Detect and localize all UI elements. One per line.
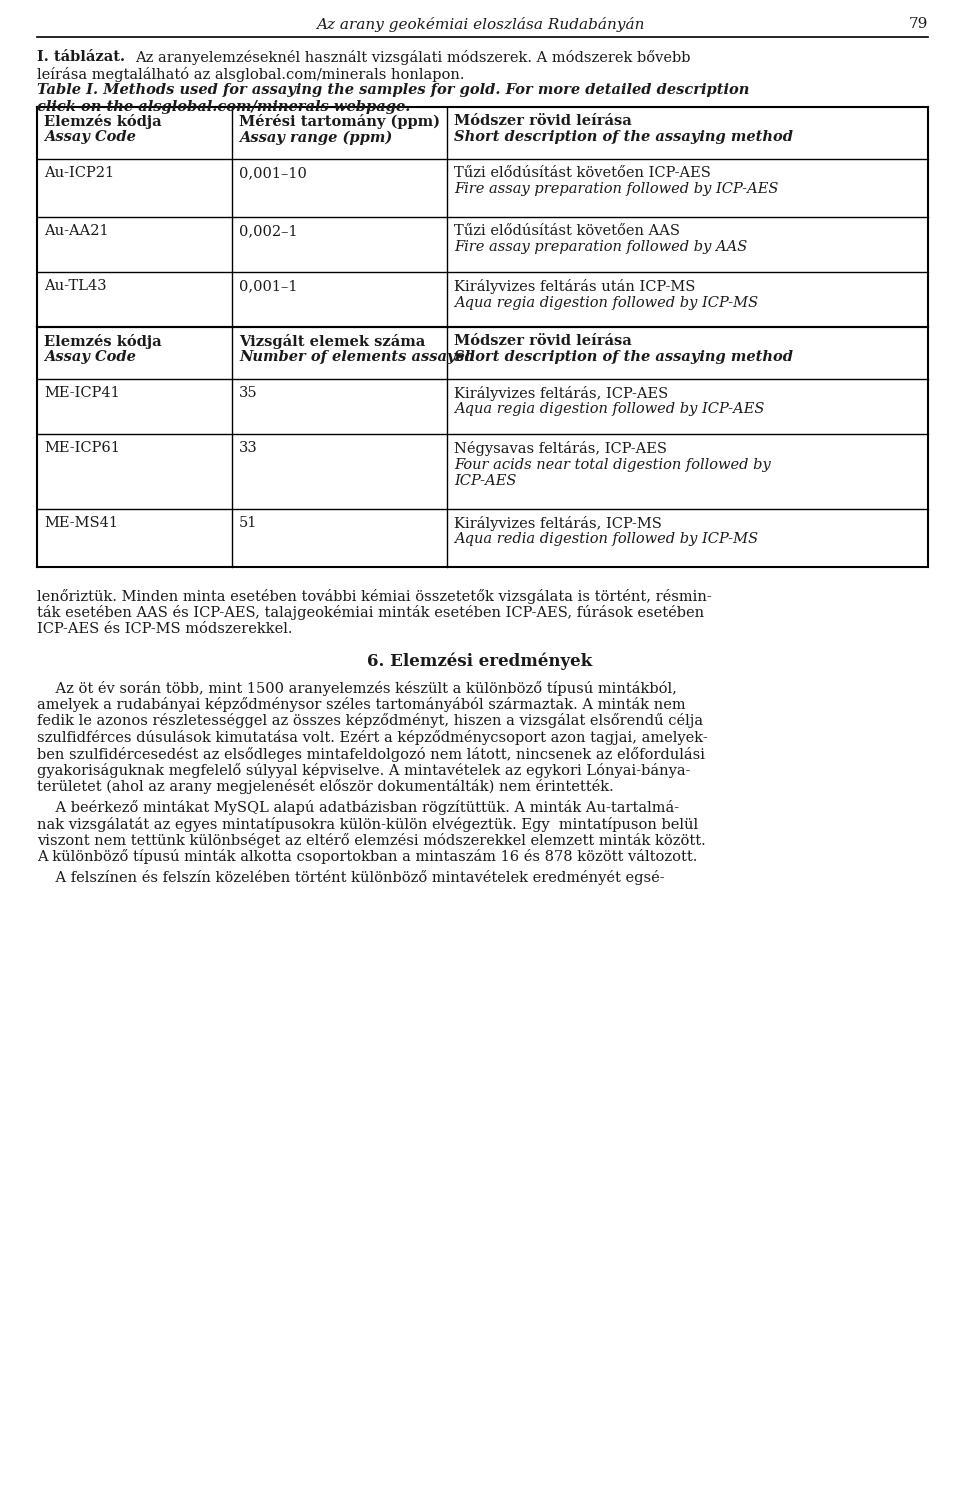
Text: 79: 79 — [908, 16, 928, 31]
Text: A felszínen és felszín közelében történt különböző mintavételek eredményét egsé-: A felszínen és felszín közelében történt… — [37, 870, 664, 885]
Text: Királyvizes feltárás után ICP-MS: Királyvizes feltárás után ICP-MS — [454, 279, 695, 294]
Text: lenőriztük. Minden minta esetében további kémiai összetetők vizsgálata is történ: lenőriztük. Minden minta esetében tovább… — [37, 590, 711, 604]
Text: Aqua regia digestion followed by ICP-MS: Aqua regia digestion followed by ICP-MS — [454, 296, 758, 309]
Text: szulfidférces dúsulások kimutatása volt. Ezért a képződménycsoport azon tagjai,: szulfidférces dúsulások kimutatása volt… — [37, 731, 708, 745]
Text: Assay range (ppm): Assay range (ppm) — [239, 131, 393, 146]
Text: Au-AA21: Au-AA21 — [44, 224, 108, 238]
Text: Vizsgált elemek száma: Vizsgált elemek száma — [239, 334, 425, 349]
Text: 33: 33 — [239, 441, 257, 454]
Text: nak vizsgálatát az egyes mintatípusokra külön-külön elvégeztük. Egy  mintatípuso: nak vizsgálatát az egyes mintatípusokra … — [37, 817, 698, 832]
Text: 0,002–1: 0,002–1 — [239, 224, 298, 238]
Text: Aqua regia digestion followed by ICP-AES: Aqua regia digestion followed by ICP-AES — [454, 402, 764, 416]
Text: Elemzés kódja: Elemzés kódja — [44, 334, 161, 349]
Text: 0,001–1: 0,001–1 — [239, 279, 298, 293]
Text: Mérési tartomány (ppm): Mérési tartomány (ppm) — [239, 114, 440, 129]
Text: Fire assay preparation followed by AAS: Fire assay preparation followed by AAS — [454, 241, 747, 254]
Text: leírása megtalálható az alsglobal.com/minerals honlapon.: leírása megtalálható az alsglobal.com/mi… — [37, 67, 465, 82]
Text: Négysavas feltárás, ICP-AES: Négysavas feltárás, ICP-AES — [454, 441, 667, 456]
Text: Tűzi elődúsítást követően ICP-AES: Tűzi elődúsítást követően ICP-AES — [454, 166, 710, 180]
Text: Módszer rövid leírása: Módszer rövid leírása — [454, 334, 632, 347]
Text: ME-MS41: ME-MS41 — [44, 515, 118, 530]
Text: A beérkező mintákat MySQL alapú adatbázisban rögzítüttük. A minták Au-tartalmá-: A beérkező mintákat MySQL alapú adatbázi… — [37, 800, 679, 815]
Text: ben szulfidércesedést az elsődleges mintafeldolgozó nem látott, nincsenek az elő: ben szulfidércesedést az elsődleges mint… — [37, 747, 705, 762]
Text: ME-ICP41: ME-ICP41 — [44, 386, 120, 399]
Text: Table I. Methods used for assaying the samples for gold. For more detailed descr: Table I. Methods used for assaying the s… — [37, 83, 750, 97]
Text: Királyvizes feltárás, ICP-AES: Királyvizes feltárás, ICP-AES — [454, 386, 668, 401]
Text: Elemzés kódja: Elemzés kódja — [44, 114, 161, 129]
Text: Az aranyelemzéseknél használt vizsgálati módszerek. A módszerek bővebb: Az aranyelemzéseknél használt vizsgálati… — [135, 50, 690, 65]
Text: Short description of the assaying method: Short description of the assaying method — [454, 350, 793, 364]
Text: viszont nem tettünk különbséget az eltérő elemzési módszerekkel elemzett minták : viszont nem tettünk különbséget az eltér… — [37, 833, 706, 848]
Text: 51: 51 — [239, 515, 257, 530]
Text: ICP-AES és ICP-MS módszerekkel.: ICP-AES és ICP-MS módszerekkel. — [37, 622, 293, 636]
Text: fedik le azonos részletességgel az összes képződményt, hiszen a vizsgálat elsőre: fedik le azonos részletességgel az össze… — [37, 713, 703, 729]
Text: Assay Code: Assay Code — [44, 131, 136, 144]
Text: Au-ICP21: Au-ICP21 — [44, 166, 114, 180]
Text: click on the alsglobal.com/minerals webpage.: click on the alsglobal.com/minerals webp… — [37, 99, 410, 113]
Text: Assay Code: Assay Code — [44, 350, 136, 364]
Text: ICP-AES: ICP-AES — [454, 474, 516, 489]
Text: ME-ICP61: ME-ICP61 — [44, 441, 120, 454]
Text: Number of elements assayed: Number of elements assayed — [239, 350, 475, 364]
Text: Az öt év során több, mint 1500 aranyelemzés készült a különböző típusú mintákból: Az öt év során több, mint 1500 aranyelem… — [37, 680, 677, 695]
Text: Au-TL43: Au-TL43 — [44, 279, 107, 293]
Text: Short description of the assaying method: Short description of the assaying method — [454, 131, 793, 144]
Text: Tűzi elődúsítást követően AAS: Tűzi elődúsítást követően AAS — [454, 224, 680, 238]
Text: 35: 35 — [239, 386, 257, 399]
Text: területet (ahol az arany megjelenését először dokumentálták) nem érintették.: területet (ahol az arany megjelenését el… — [37, 780, 613, 794]
Text: Módszer rövid leírása: Módszer rövid leírása — [454, 114, 632, 128]
Text: 6. Elemzési eredmények: 6. Elemzési eredmények — [368, 652, 592, 670]
Text: A különböző típusú minták alkotta csoportokban a mintaszám 16 és 878 között vált: A különböző típusú minták alkotta csopor… — [37, 849, 697, 864]
Text: 0,001–10: 0,001–10 — [239, 166, 307, 180]
Text: Aqua redia digestion followed by ICP-MS: Aqua redia digestion followed by ICP-MS — [454, 533, 758, 546]
Text: gyakoriságuknak megfelelő súlyyal képviselve. A mintavételek az egykori Lónyai-b: gyakoriságuknak megfelelő súlyyal képvis… — [37, 763, 690, 778]
Text: amelyek a rudabányai képződménysor széles tartományából származtak. A minták nem: amelyek a rudabányai képződménysor széle… — [37, 696, 685, 711]
Text: ták esetében AAS és ICP-AES, talajgeokémiai minták esetében ICP-AES, fúrások ese: ták esetében AAS és ICP-AES, talajgeokém… — [37, 606, 704, 621]
Text: Fire assay preparation followed by ICP-AES: Fire assay preparation followed by ICP-A… — [454, 183, 779, 196]
Text: Az arany geokémiai eloszlása Rudabányán: Az arany geokémiai eloszlása Rudabányán — [316, 16, 644, 33]
Text: I. táblázat.: I. táblázat. — [37, 50, 125, 64]
Text: Királyvizes feltárás, ICP-MS: Királyvizes feltárás, ICP-MS — [454, 515, 661, 532]
Text: Four acids near total digestion followed by: Four acids near total digestion followed… — [454, 457, 771, 472]
